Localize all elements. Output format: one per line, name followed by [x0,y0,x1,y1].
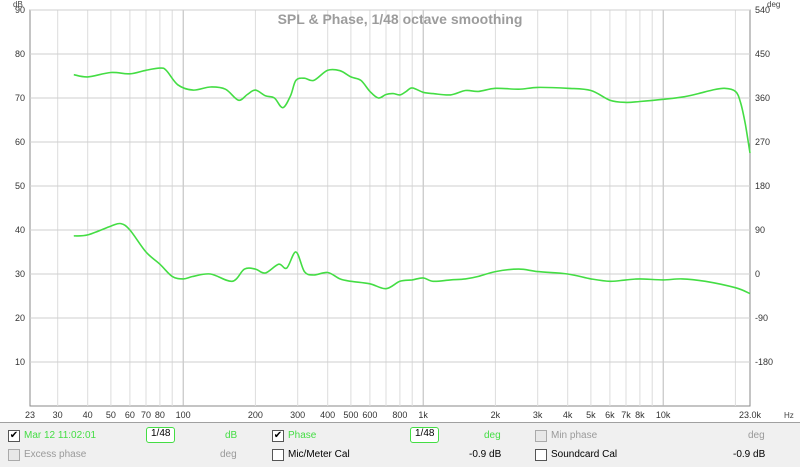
x-axis-unit: Hz [784,411,794,420]
x-tick-label: 10k [656,410,671,420]
series-line-phase [73,222,751,295]
y-left-tick-label: 60 [15,137,25,147]
y-right-tick-label: 270 [755,137,770,147]
x-tick-label: 23 [25,410,35,420]
y-left-tick-label: 20 [15,313,25,323]
x-tick-label: 200 [248,410,263,420]
x-tick-label: 2k [491,410,501,420]
y-left-tick-label: 90 [15,5,25,15]
x-tick-label: 80 [155,410,165,420]
x-tick-label: 7k [621,410,631,420]
legend-panel: ✔ Mar 12 11:02:01 1/48 dB ✔ Phase 1/48 d… [0,422,800,467]
y-left-tick-label: 10 [15,357,25,367]
y-right-tick-label: 0 [755,269,760,279]
labels-group: 10 20 30 40 50 60 70 80 90 -180 -90 0 90 180 270 360 450… [15,5,773,420]
y-right-tick-label: 450 [755,49,770,59]
x-tick-label: 400 [320,410,335,420]
x-tick-label: 60 [125,410,135,420]
min-phase-unit-label: deg [748,430,765,441]
y-left-tick-label: 70 [15,93,25,103]
x-tick-label: 70 [141,410,151,420]
spl-unit-label: dB [225,430,238,441]
y-left-tick-label: 50 [15,181,25,191]
phase-legend-label: Phase [288,430,317,441]
x-tick-label: 300 [290,410,305,420]
x-tick-label: 100 [176,410,191,420]
mic-cal-value: -0.9 dB [469,449,502,460]
excess-phase-unit-label: deg [220,449,237,460]
y-right-tick-label: 180 [755,181,770,191]
x-tick-label: 8k [635,410,645,420]
soundcard-cal-value: -0.9 dB [733,449,766,460]
chart-title: SPL & Phase, 1/48 octave smoothing [278,11,523,27]
plot-area [29,9,751,407]
y-left-tick-label: 30 [15,269,25,279]
spl-phase-chart: 10 20 30 40 50 60 70 80 90 -180 -90 0 90 180 270 360 450… [0,0,800,422]
x-tick-label: 4k [563,410,573,420]
x-tick-label: 500 [343,410,358,420]
x-tick-label: 800 [392,410,407,420]
y-left-tick-label: 40 [15,225,25,235]
spl-smoothing-badge[interactable]: 1/48 [146,427,176,443]
spl-checkbox[interactable]: ✔ [8,430,20,442]
y-right-tick-label: -90 [755,313,768,323]
x-tick-label: 5k [586,410,596,420]
y-right-tick-label: 360 [755,93,770,103]
right-axis-unit: deg [767,0,780,9]
x-tick-label: 1k [418,410,428,420]
excess-phase-legend-label: Excess phase [24,449,87,460]
series-group [73,67,751,295]
series-line-spl [73,67,751,154]
phase-smoothing-badge[interactable]: 1/48 [410,427,440,443]
soundcard-cal-legend-label: Soundcard Cal [551,449,618,460]
x-tick-label: 40 [83,410,93,420]
phase-checkbox[interactable]: ✔ [272,430,284,442]
x-tick-label: 30 [53,410,63,420]
x-tick-label: 50 [106,410,116,420]
excess-phase-checkbox[interactable] [8,449,20,461]
y-right-tick-label: 90 [755,225,765,235]
spl-legend-label: Mar 12 11:02:01 [24,430,97,441]
mic-cal-checkbox[interactable] [272,449,284,461]
phase-unit-label: deg [484,430,501,441]
x-tick-label: 3k [533,410,543,420]
min-phase-legend-label: Min phase [551,430,598,441]
left-axis-unit: dB [13,0,23,9]
x-tick-label: 600 [362,410,377,420]
y-right-tick-label: -180 [755,357,773,367]
x-tick-label: 23.0k [739,410,762,420]
soundcard-cal-checkbox[interactable] [535,449,547,461]
mic-cal-legend-label: Mic/Meter Cal [288,449,350,460]
y-left-tick-label: 80 [15,49,25,59]
min-phase-checkbox[interactable] [535,430,547,442]
y-right-tick-label: 540 [755,5,770,15]
x-tick-label: 6k [605,410,615,420]
grid [30,9,750,406]
